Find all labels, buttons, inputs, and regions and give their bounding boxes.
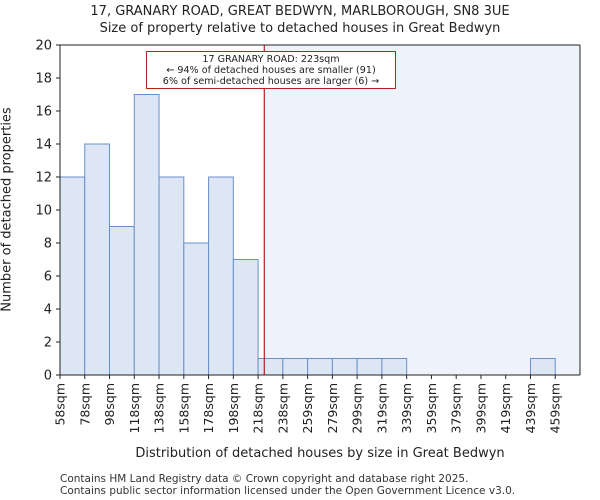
- x-tick-label-359sqm: 359sqm: [424, 383, 439, 433]
- footer-line-1: Contains HM Land Registry data © Crown c…: [60, 473, 469, 485]
- y-tick-label-6: 6: [44, 270, 52, 285]
- larger-region-highlight: [264, 45, 580, 375]
- bar-259sqm: [307, 358, 333, 376]
- bar-138sqm: [158, 176, 185, 376]
- bar-178sqm: [208, 176, 234, 376]
- x-tick-label-78sqm: 78sqm: [77, 383, 92, 426]
- bar-118sqm: [133, 94, 160, 376]
- x-tick-label-339sqm: 339sqm: [399, 383, 414, 433]
- bar-58sqm: [59, 176, 86, 376]
- y-tick-label-20: 20: [35, 39, 52, 54]
- y-tick-label-0: 0: [44, 369, 52, 384]
- bar-319sqm: [381, 358, 408, 376]
- y-tick-label-8: 8: [44, 237, 52, 252]
- y-tick-label-2: 2: [44, 336, 52, 351]
- x-tick-label-379sqm: 379sqm: [449, 383, 464, 433]
- y-tick-label-10: 10: [35, 204, 52, 219]
- bar-198sqm: [232, 259, 259, 376]
- bar-238sqm: [282, 358, 309, 376]
- x-tick-label-178sqm: 178sqm: [201, 383, 216, 433]
- y-axis-label: Number of detached properties: [0, 107, 15, 312]
- bar-279sqm: [331, 358, 358, 376]
- x-tick-label-138sqm: 138sqm: [152, 383, 167, 433]
- x-tick-label-259sqm: 259sqm: [300, 383, 315, 433]
- y-tick-label-14: 14: [35, 138, 52, 153]
- x-tick-label-279sqm: 279sqm: [325, 383, 340, 433]
- x-tick-label-58sqm: 58sqm: [53, 383, 68, 426]
- bar-158sqm: [183, 242, 210, 376]
- bar-98sqm: [109, 226, 135, 376]
- x-tick-label-419sqm: 419sqm: [498, 383, 513, 433]
- x-tick-label-459sqm: 459sqm: [548, 383, 563, 433]
- y-tick-label-12: 12: [35, 171, 52, 186]
- x-tick-label-198sqm: 198sqm: [226, 383, 241, 433]
- y-tick-label-18: 18: [35, 72, 52, 87]
- x-tick-label-158sqm: 158sqm: [176, 383, 191, 433]
- chart-title: 17, GRANARY ROAD, GREAT BEDWYN, MARLBORO…: [90, 4, 510, 19]
- x-axis-label: Distribution of detached houses by size …: [135, 446, 505, 461]
- x-tick-label-218sqm: 218sqm: [251, 383, 266, 433]
- chart-subtitle: Size of property relative to detached ho…: [99, 21, 501, 36]
- annotation-line-1: 17 GRANARY ROAD: 223sqm: [202, 54, 340, 65]
- bar-78sqm: [84, 143, 111, 376]
- x-tick-label-399sqm: 399sqm: [473, 383, 488, 433]
- annotation-line-2: ← 94% of detached houses are smaller (91…: [166, 65, 376, 76]
- x-tick-label-118sqm: 118sqm: [127, 383, 142, 433]
- y-tick-label-16: 16: [35, 105, 52, 120]
- x-tick-label-319sqm: 319sqm: [374, 383, 389, 433]
- y-tick-label-4: 4: [44, 303, 52, 318]
- x-tick-label-238sqm: 238sqm: [275, 383, 290, 433]
- bar-218sqm: [257, 358, 284, 376]
- bar-299sqm: [356, 358, 383, 376]
- bar-439sqm: [529, 358, 556, 376]
- x-tick-label-439sqm: 439sqm: [523, 383, 538, 433]
- annotation-line-3: 6% of semi-detached houses are larger (6…: [162, 76, 380, 87]
- x-tick-label-299sqm: 299sqm: [350, 383, 365, 433]
- footer-line-2: Contains public sector information licen…: [60, 485, 516, 497]
- x-tick-label-98sqm: 98sqm: [102, 383, 117, 426]
- property-annotation-box: 17 GRANARY ROAD: 223sqm ← 94% of detache…: [146, 51, 396, 89]
